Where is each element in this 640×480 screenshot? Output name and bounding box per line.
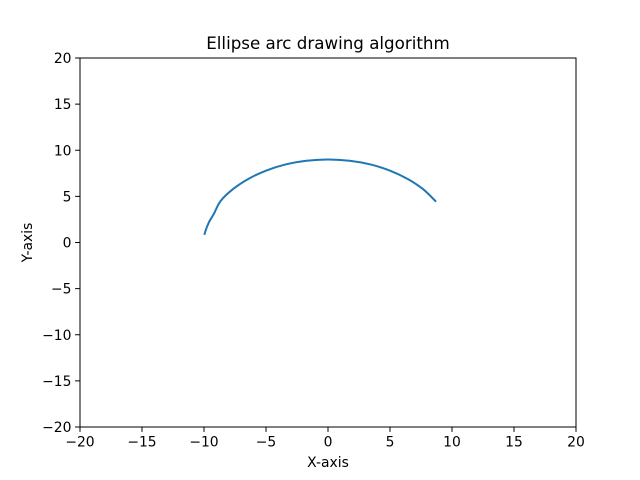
y-axis-ticks: −20 −15 −10 −5 0 5 10 15 20 [42, 51, 80, 436]
x-tick-label: −20 [65, 435, 94, 451]
chart-title: Ellipse arc drawing algorithm [206, 33, 449, 53]
y-tick-label: −20 [42, 420, 71, 436]
plot-area [80, 58, 576, 427]
y-tick-label: 20 [54, 51, 72, 67]
y-tick-label: 15 [54, 97, 72, 113]
y-axis-title: Y-axis [20, 223, 36, 264]
y-tick-label: −15 [42, 374, 71, 390]
x-tick-label: 5 [386, 435, 395, 451]
y-tick-label: 10 [54, 143, 72, 159]
y-tick-label: 5 [63, 189, 72, 205]
y-tick-label: −5 [51, 282, 71, 298]
y-tick-label: 0 [63, 236, 72, 252]
x-tick-label: 15 [505, 435, 523, 451]
x-tick-label: −10 [189, 435, 218, 451]
x-axis-title: X-axis [307, 455, 349, 471]
x-axis-ticks: −20 −15 −10 −5 0 5 10 15 20 [65, 427, 585, 451]
y-tick-label: −10 [42, 328, 71, 344]
x-tick-label: −15 [127, 435, 156, 451]
x-tick-label: 0 [324, 435, 333, 451]
x-tick-label: 20 [567, 435, 585, 451]
ellipse-arc-line [203, 158, 437, 236]
series-layer [203, 158, 437, 236]
x-tick-label: 10 [443, 435, 461, 451]
x-tick-label: −5 [256, 435, 276, 451]
